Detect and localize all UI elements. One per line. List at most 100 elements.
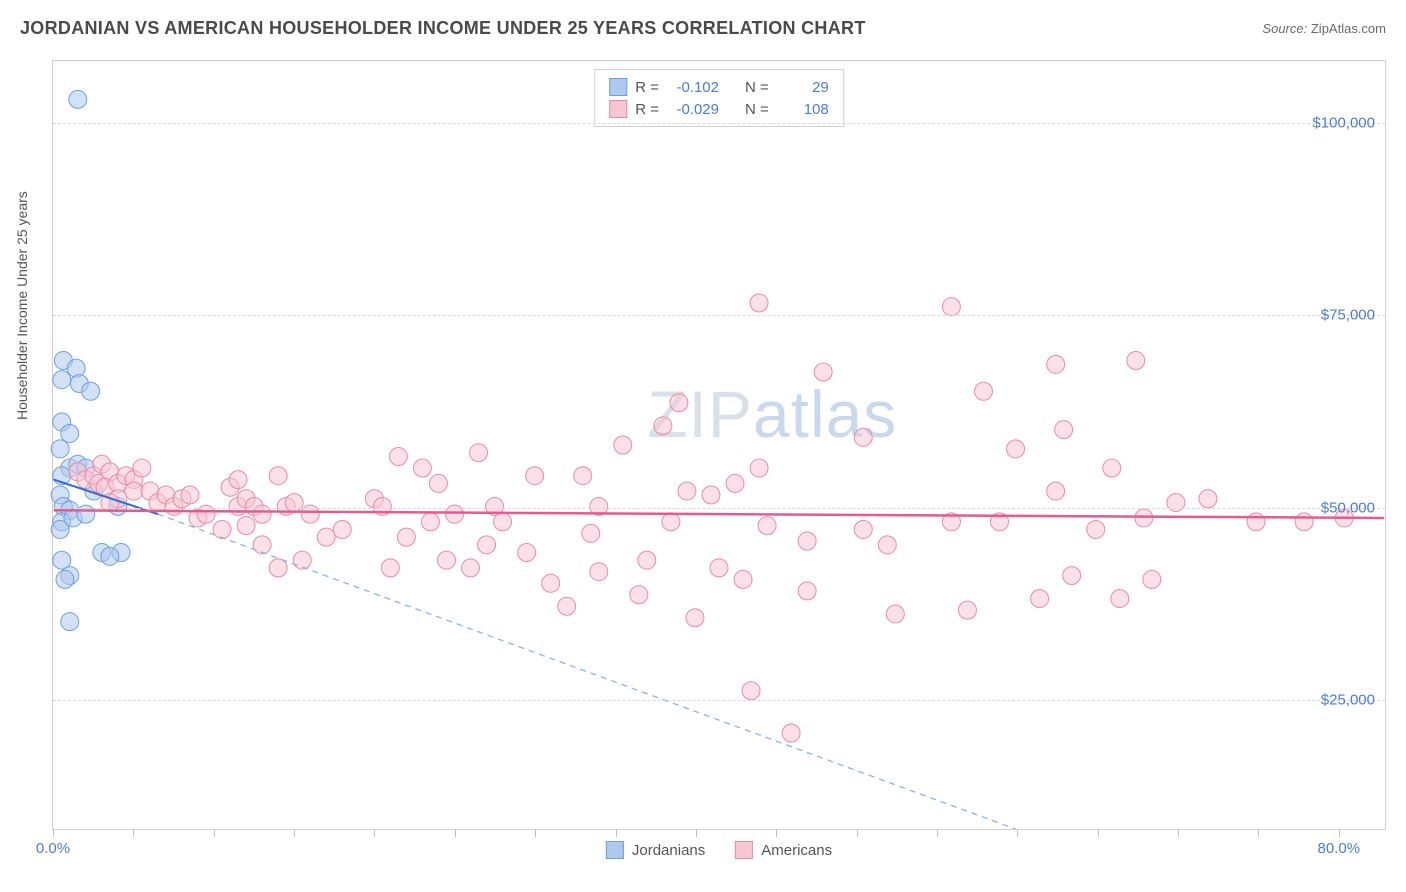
source-value: ZipAtlas.com (1311, 21, 1386, 36)
x-tick (455, 829, 456, 837)
data-point (638, 551, 656, 569)
data-point (1063, 567, 1081, 585)
data-point (285, 494, 303, 512)
legend: JordaniansAmericans (606, 841, 832, 859)
data-point (462, 559, 480, 577)
x-tick (53, 829, 54, 837)
data-point (389, 448, 407, 466)
stats-row: R =-0.102N =29 (609, 76, 829, 98)
x-tick-label: 80.0% (1318, 840, 1361, 857)
data-point (56, 570, 74, 588)
data-point (1007, 440, 1025, 458)
data-point (654, 417, 672, 435)
data-point (1103, 459, 1121, 477)
data-point (942, 298, 960, 316)
legend-label: Jordanians (632, 842, 705, 859)
data-point (253, 536, 271, 554)
data-point (1087, 521, 1105, 539)
data-point (975, 382, 993, 400)
x-tick (535, 829, 536, 837)
gridline (53, 315, 1385, 316)
data-point (630, 586, 648, 604)
data-point (69, 90, 87, 108)
x-tick (214, 829, 215, 837)
data-point (878, 536, 896, 554)
data-point (381, 559, 399, 577)
stat-n-value: 108 (777, 101, 829, 118)
x-tick (1098, 829, 1099, 837)
source-attribution: Source: ZipAtlas.com (1262, 21, 1386, 36)
data-point (1135, 509, 1153, 527)
gridline (53, 123, 1385, 124)
x-tick (776, 829, 777, 837)
data-point (758, 517, 776, 535)
x-tick (1258, 829, 1259, 837)
data-point (213, 521, 231, 539)
stats-box: R =-0.102N =29R =-0.029N =108 (594, 69, 844, 127)
data-point (1047, 482, 1065, 500)
y-tick-label: $75,000 (1321, 307, 1375, 324)
data-point (710, 559, 728, 577)
data-point (53, 371, 71, 389)
x-tick (1178, 829, 1179, 837)
gridline (53, 700, 1385, 701)
data-point (51, 440, 69, 458)
x-tick (374, 829, 375, 837)
y-tick-label: $25,000 (1321, 692, 1375, 709)
x-tick (133, 829, 134, 837)
data-point (614, 436, 632, 454)
source-label: Source: (1262, 21, 1307, 36)
x-tick (294, 829, 295, 837)
data-point (494, 513, 512, 531)
data-point (67, 359, 85, 377)
legend-item: Jordanians (606, 841, 705, 859)
x-tick-label: 0.0% (36, 840, 70, 857)
y-tick-label: $100,000 (1312, 114, 1375, 131)
data-point (686, 609, 704, 627)
y-tick-label: $50,000 (1321, 499, 1375, 516)
data-point (782, 724, 800, 742)
chart-title: JORDANIAN VS AMERICAN HOUSEHOLDER INCOME… (20, 18, 866, 39)
stat-label: N = (745, 79, 769, 96)
data-point (181, 486, 199, 504)
stat-r-value: -0.029 (667, 101, 719, 118)
x-tick (696, 829, 697, 837)
data-point (293, 551, 311, 569)
data-point (229, 471, 247, 489)
series-swatch (735, 841, 753, 859)
data-point (1295, 513, 1313, 531)
data-point (1047, 355, 1065, 373)
data-point (429, 474, 447, 492)
stats-row: R =-0.029N =108 (609, 98, 829, 120)
data-point (526, 467, 544, 485)
data-point (1247, 513, 1265, 531)
data-point (413, 459, 431, 477)
data-point (798, 532, 816, 550)
data-point (101, 547, 119, 565)
stat-label: R = (635, 79, 659, 96)
data-point (542, 574, 560, 592)
data-point (958, 601, 976, 619)
series-swatch (606, 841, 624, 859)
data-point (590, 563, 608, 581)
chart-plot-area: ZIPatlas R =-0.102N =29R =-0.029N =108 J… (52, 60, 1386, 830)
chart-header: JORDANIAN VS AMERICAN HOUSEHOLDER INCOME… (0, 0, 1406, 47)
data-point (1055, 421, 1073, 439)
data-point (742, 682, 760, 700)
data-point (678, 482, 696, 500)
x-tick (616, 829, 617, 837)
data-point (478, 536, 496, 554)
data-point (317, 528, 335, 546)
gridline (53, 508, 1385, 509)
data-point (702, 486, 720, 504)
data-point (854, 428, 872, 446)
data-point (886, 605, 904, 623)
data-point (814, 363, 832, 381)
x-tick (1017, 829, 1018, 837)
data-point (438, 551, 456, 569)
data-point (1127, 352, 1145, 370)
data-point (582, 524, 600, 542)
data-point (662, 513, 680, 531)
data-point (1111, 590, 1129, 608)
data-point (61, 425, 79, 443)
